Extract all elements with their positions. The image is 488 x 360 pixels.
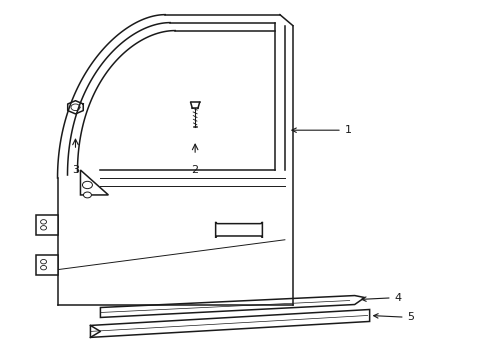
Circle shape [41, 220, 46, 224]
Circle shape [41, 260, 46, 264]
Circle shape [82, 181, 92, 189]
Text: 4: 4 [361, 293, 401, 302]
Text: 3: 3 [72, 165, 79, 175]
Text: 1: 1 [291, 125, 351, 135]
Bar [36, 215, 58, 235]
Circle shape [41, 226, 46, 230]
Circle shape [83, 192, 91, 198]
Text: 5: 5 [373, 312, 414, 323]
Text: 2: 2 [191, 165, 198, 175]
Circle shape [41, 265, 46, 270]
Bar [36, 255, 58, 275]
FancyBboxPatch shape [215, 222, 262, 238]
